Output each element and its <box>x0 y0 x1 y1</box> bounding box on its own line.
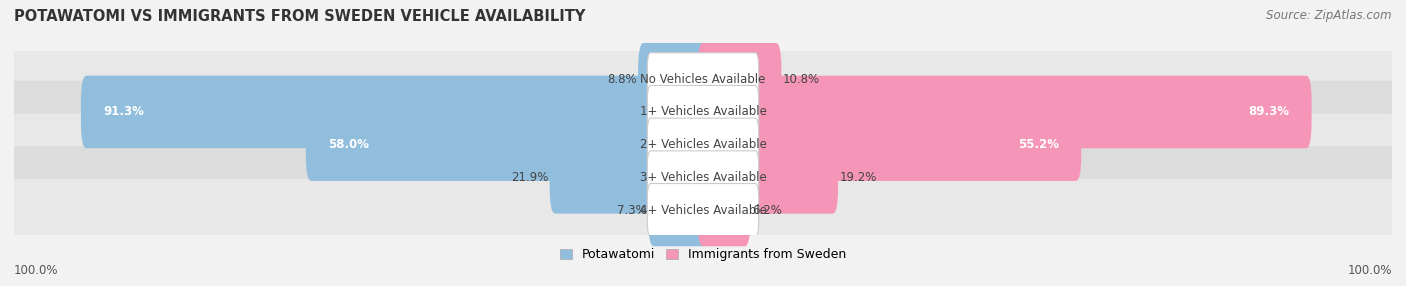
Text: 7.3%: 7.3% <box>617 204 647 217</box>
FancyBboxPatch shape <box>697 43 782 116</box>
Text: 100.0%: 100.0% <box>1347 265 1392 277</box>
Text: 4+ Vehicles Available: 4+ Vehicles Available <box>640 204 766 217</box>
FancyBboxPatch shape <box>11 81 1395 143</box>
Text: 21.9%: 21.9% <box>510 171 548 184</box>
FancyBboxPatch shape <box>82 76 709 148</box>
Text: 2+ Vehicles Available: 2+ Vehicles Available <box>640 138 766 151</box>
FancyBboxPatch shape <box>11 179 1395 241</box>
Text: 91.3%: 91.3% <box>103 106 143 118</box>
FancyBboxPatch shape <box>647 118 759 171</box>
FancyBboxPatch shape <box>697 141 838 214</box>
Text: Source: ZipAtlas.com: Source: ZipAtlas.com <box>1267 9 1392 21</box>
FancyBboxPatch shape <box>697 76 1312 148</box>
Text: 6.2%: 6.2% <box>752 204 782 217</box>
Text: 19.2%: 19.2% <box>839 171 877 184</box>
FancyBboxPatch shape <box>647 86 759 138</box>
FancyBboxPatch shape <box>550 141 709 214</box>
FancyBboxPatch shape <box>697 108 1081 181</box>
FancyBboxPatch shape <box>647 53 759 106</box>
Text: 1+ Vehicles Available: 1+ Vehicles Available <box>640 106 766 118</box>
FancyBboxPatch shape <box>697 174 751 246</box>
Text: 100.0%: 100.0% <box>14 265 59 277</box>
FancyBboxPatch shape <box>11 48 1395 110</box>
Text: 55.2%: 55.2% <box>1018 138 1059 151</box>
FancyBboxPatch shape <box>647 184 759 237</box>
Text: 10.8%: 10.8% <box>783 73 820 86</box>
FancyBboxPatch shape <box>307 108 709 181</box>
Text: POTAWATOMI VS IMMIGRANTS FROM SWEDEN VEHICLE AVAILABILITY: POTAWATOMI VS IMMIGRANTS FROM SWEDEN VEH… <box>14 9 585 23</box>
FancyBboxPatch shape <box>11 114 1395 176</box>
FancyBboxPatch shape <box>648 174 709 246</box>
FancyBboxPatch shape <box>11 146 1395 208</box>
Legend: Potawatomi, Immigrants from Sweden: Potawatomi, Immigrants from Sweden <box>560 248 846 261</box>
FancyBboxPatch shape <box>647 151 759 204</box>
FancyBboxPatch shape <box>638 43 709 116</box>
Text: 89.3%: 89.3% <box>1249 106 1289 118</box>
Text: No Vehicles Available: No Vehicles Available <box>640 73 766 86</box>
Text: 58.0%: 58.0% <box>328 138 370 151</box>
Text: 3+ Vehicles Available: 3+ Vehicles Available <box>640 171 766 184</box>
Text: 8.8%: 8.8% <box>607 73 637 86</box>
